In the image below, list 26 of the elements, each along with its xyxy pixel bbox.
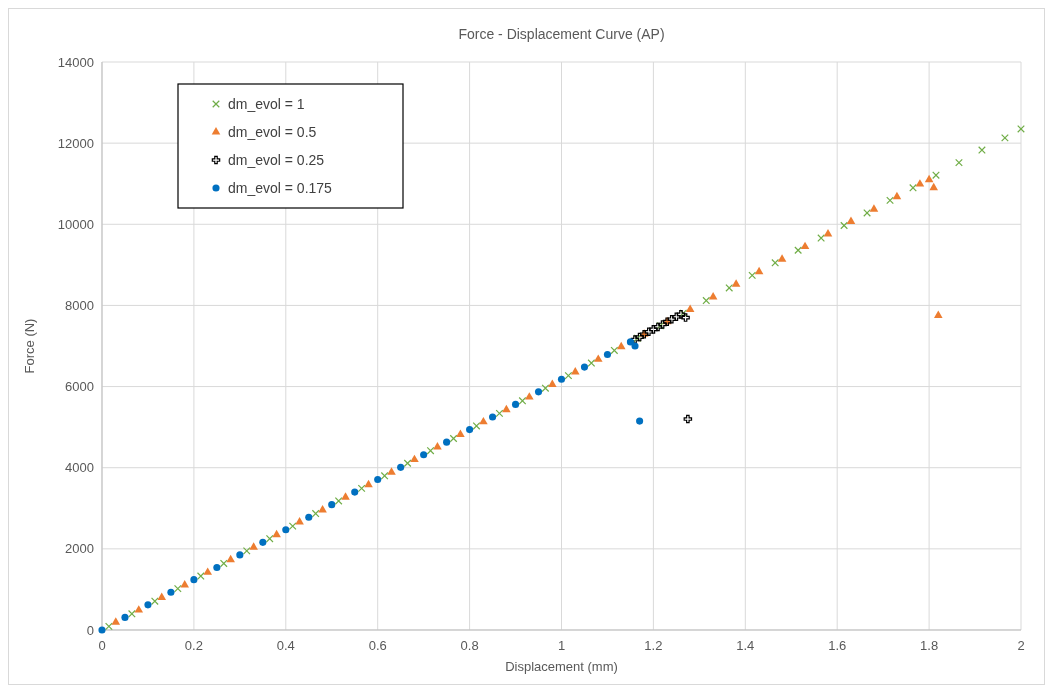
y-axis-title: Force (N) (22, 318, 37, 374)
x-axis-title: Displacement (mm) (505, 659, 618, 674)
legend-label: dm_evol = 0.5 (228, 123, 317, 140)
x-tick-label: 2 (1017, 638, 1025, 653)
y-tick-label: 12000 (57, 135, 94, 151)
x-tick-label: 1.4 (736, 638, 755, 653)
y-tick-label: 0 (86, 622, 94, 638)
y-tick-label: 8000 (65, 297, 94, 313)
x-tick-label: 0 (98, 638, 106, 653)
x-tick-label: 0.8 (460, 638, 479, 653)
legend-label: dm_evol = 0.25 (228, 151, 325, 168)
x-tick-label: 0.4 (276, 638, 295, 653)
y-tick-label: 6000 (65, 379, 94, 395)
x-tick-label: 0.6 (368, 638, 387, 653)
legend-label: dm_evol = 1 (228, 95, 305, 112)
chart-title: Force - Displacement Curve (AP) (458, 26, 665, 42)
x-tick-label: 1.6 (828, 638, 847, 653)
y-tick-label: 4000 (65, 460, 94, 476)
legend-label: dm_evol = 0.175 (228, 179, 333, 196)
x-tick-label: 0.2 (184, 638, 203, 653)
x-tick-label: 1.8 (920, 638, 939, 653)
y-tick-label: 14000 (57, 54, 94, 70)
x-tick-label: 1 (557, 638, 566, 653)
y-tick-label: 10000 (57, 216, 94, 232)
x-tick-label: 1.2 (644, 638, 663, 653)
y-tick-label: 2000 (65, 541, 94, 557)
